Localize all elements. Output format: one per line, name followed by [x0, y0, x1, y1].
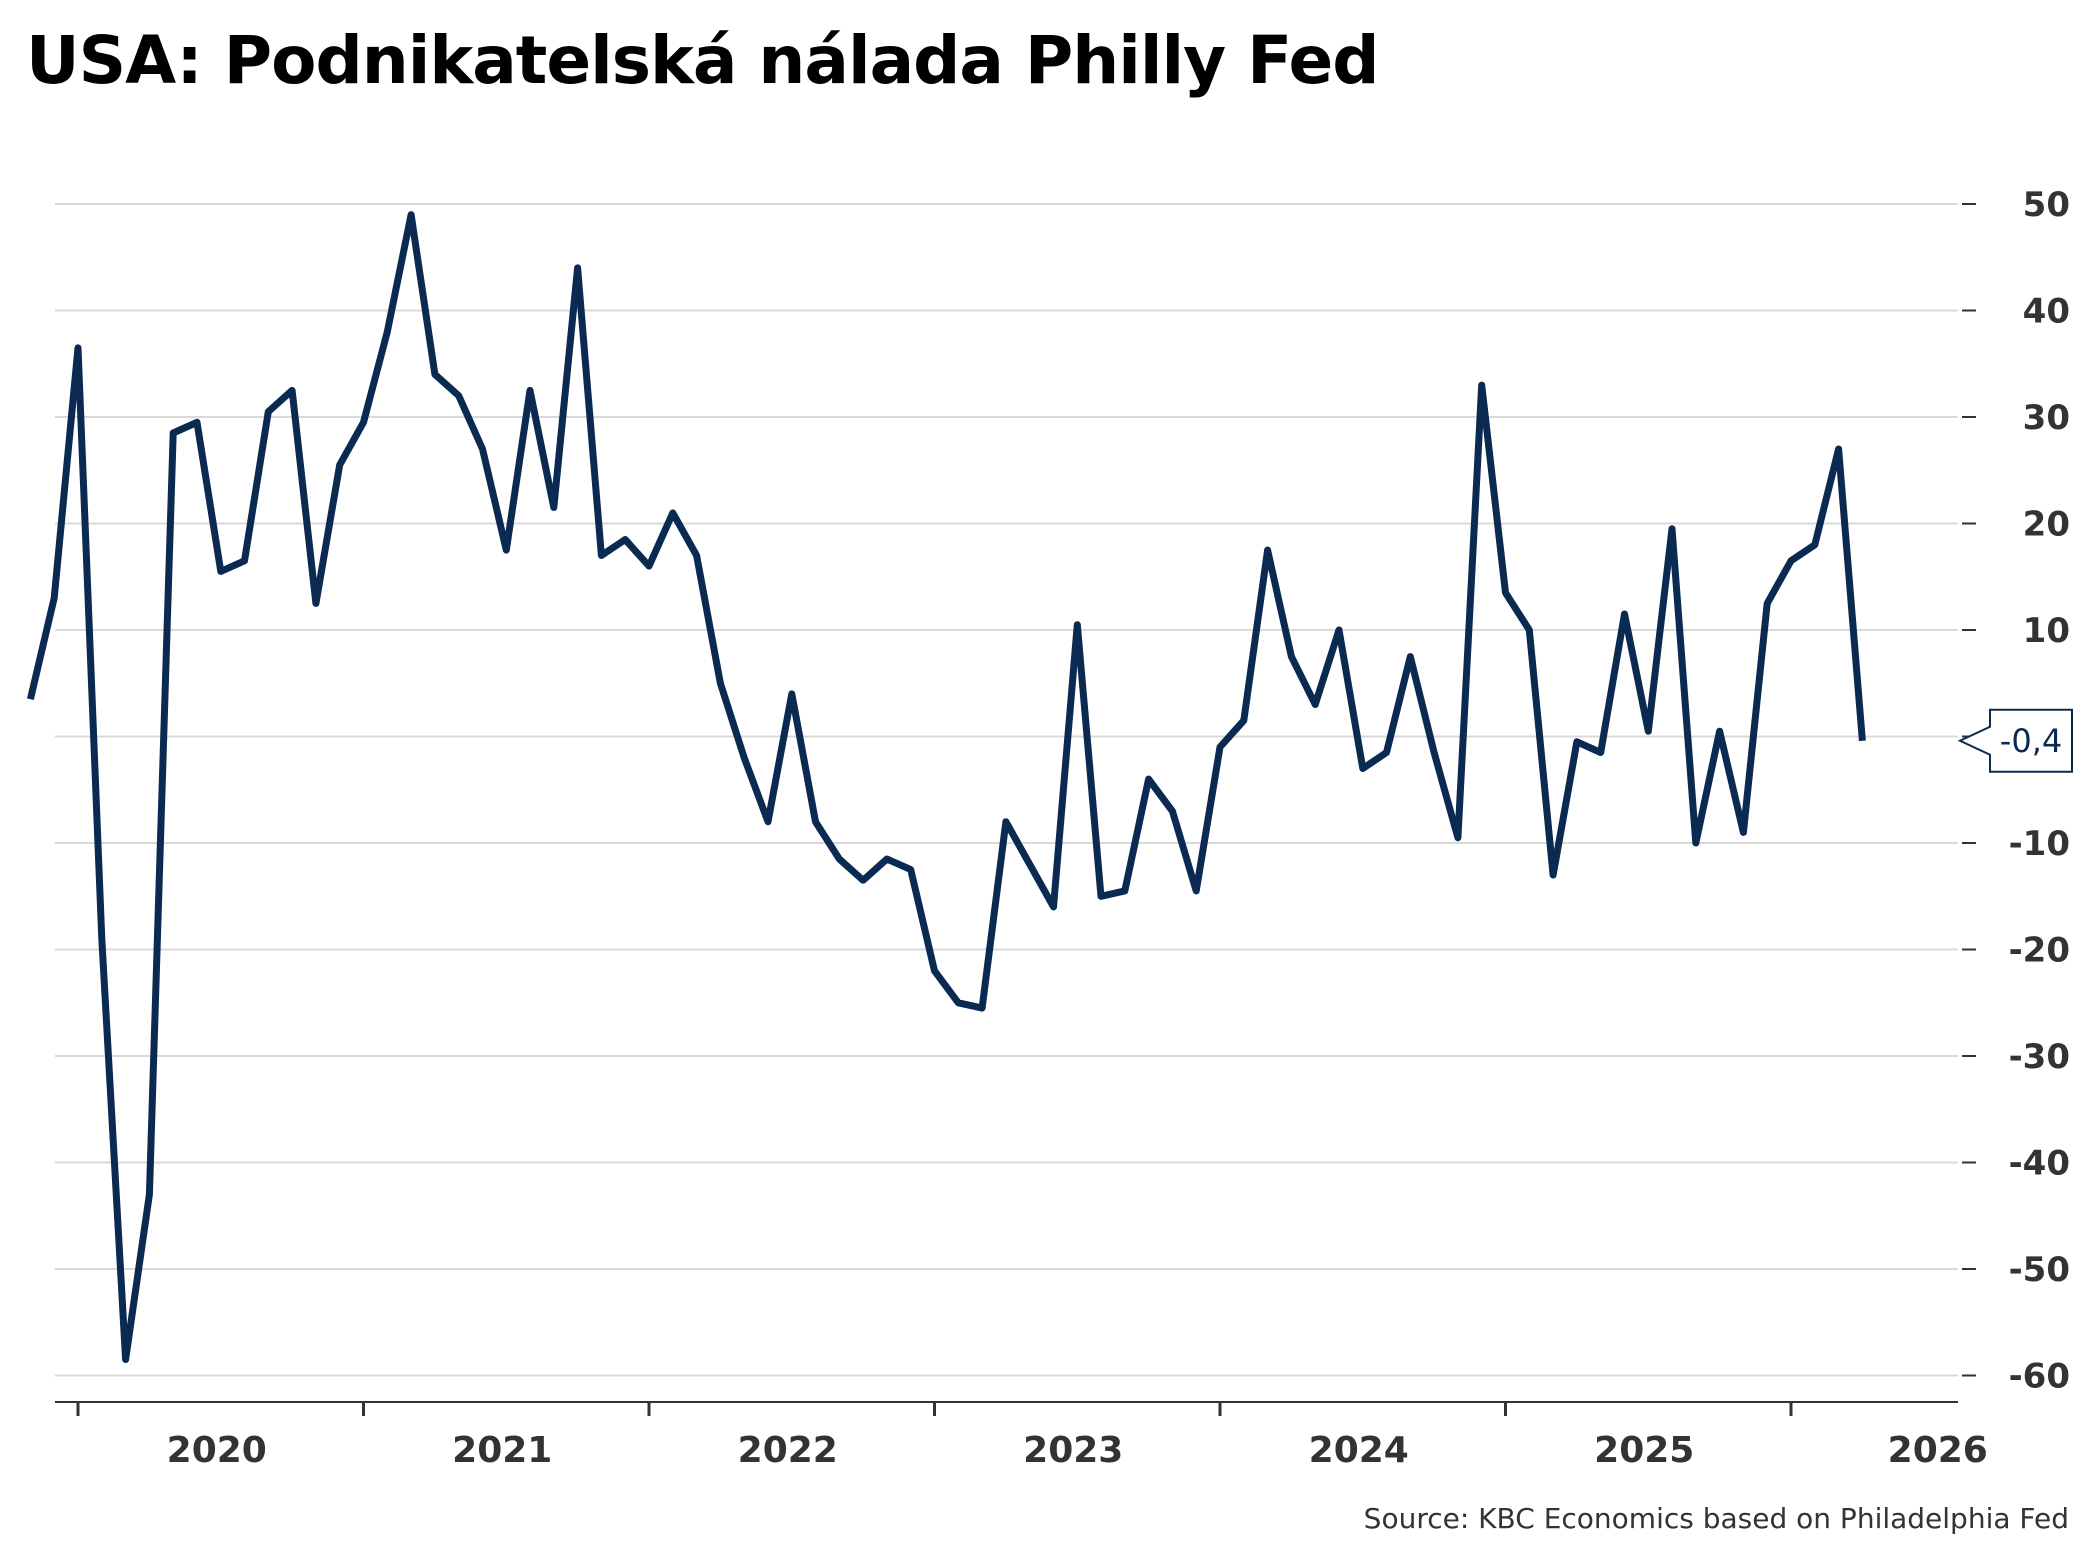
- last-value-label: -0,4: [2000, 722, 2062, 760]
- chart-title: USA: Podnikatelská nálada Philly Fed: [26, 22, 1380, 99]
- y-tick-label: -30: [2009, 1037, 2070, 1077]
- y-tick-label: -60: [2009, 1357, 2070, 1397]
- x-tick-label: 2020: [167, 1430, 267, 1471]
- x-tick-label: 2025: [1594, 1430, 1694, 1471]
- y-tick-label: 10: [2023, 611, 2070, 651]
- callout-box: [1957, 708, 2073, 773]
- y-tick-label: -50: [2009, 1250, 2070, 1290]
- y-tick-label: -10: [2009, 824, 2070, 864]
- x-tick-label: 2023: [1023, 1430, 1123, 1471]
- y-tick-label: 30: [2023, 398, 2070, 438]
- x-tick-label: 2021: [452, 1430, 552, 1471]
- source-note: Source: KBC Economics based on Philadelp…: [1363, 1502, 2069, 1535]
- x-tick-label: 2022: [738, 1430, 838, 1471]
- series-layer: [26, 211, 1866, 1363]
- y-tick-label: 40: [2023, 292, 2070, 332]
- series-line: [26, 211, 1866, 1363]
- y-tick-label: -20: [2009, 931, 2070, 971]
- x-axis: 2020 2021 2022 2023 2024 2025 2026: [55, 1401, 1988, 1471]
- y-tick-label: 50: [2023, 185, 2070, 225]
- y-tick-label: 20: [2023, 505, 2070, 545]
- grid-lines: [55, 203, 1958, 1377]
- y-axis: 50 40 30 20 10 -10 -20 -30 -40 -50 -60: [1962, 185, 2070, 1397]
- y-tick-label: -40: [2009, 1144, 2070, 1184]
- x-tick-label: 2024: [1309, 1430, 1409, 1471]
- x-tick-label: 2026: [1888, 1430, 1988, 1471]
- last-value-callout: -0,4: [1957, 708, 2073, 773]
